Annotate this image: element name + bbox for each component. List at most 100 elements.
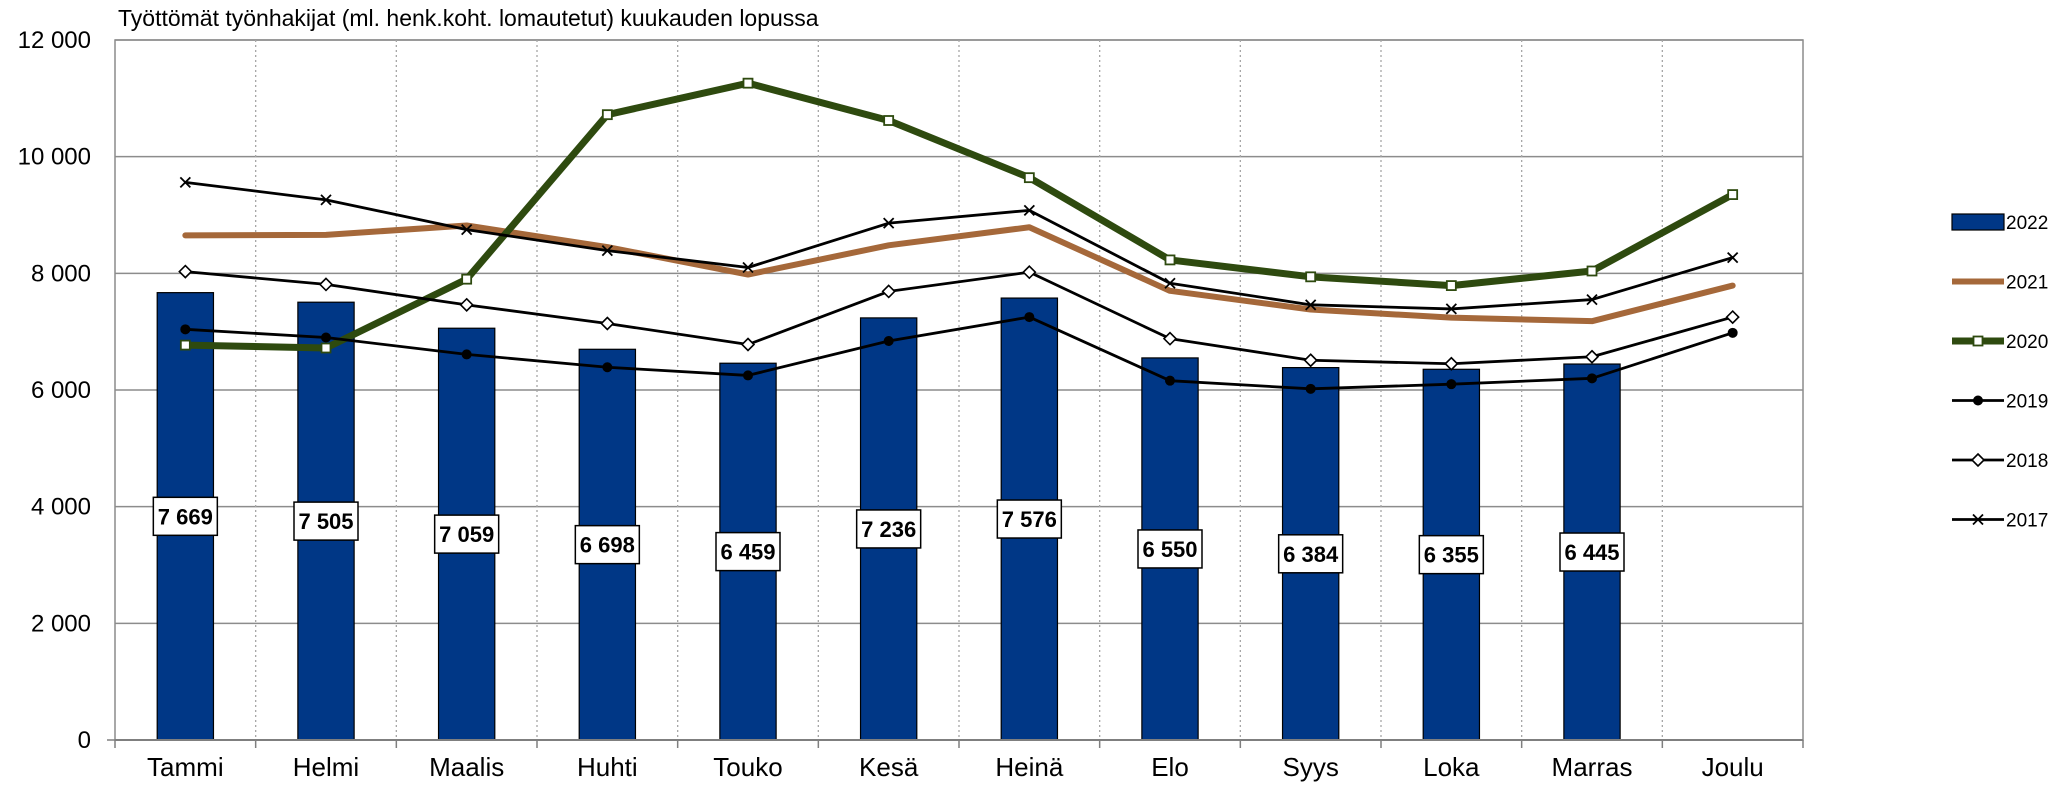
marker-2020 <box>1305 271 1317 283</box>
marker-2017 <box>1727 251 1739 264</box>
marker-2020 <box>742 77 754 89</box>
marker-2018 <box>1725 309 1740 325</box>
marker-2019 <box>1024 312 1035 323</box>
marker-2020 <box>883 115 895 126</box>
marker-2019 <box>1305 383 1316 394</box>
data-label-box <box>433 514 500 554</box>
y-tick-label: 8 000 <box>31 260 91 287</box>
marker-2017 <box>1164 277 1176 289</box>
x-tick-label: Loka <box>1423 752 1480 782</box>
marker-2017-stroke <box>461 223 473 236</box>
data-label: 7 505 <box>298 509 353 534</box>
marker-2019 <box>1165 375 1175 386</box>
legend-label: 2018 <box>2006 451 2048 472</box>
y-tick-label: 12 000 <box>18 27 91 54</box>
marker-2017-stroke <box>601 244 613 257</box>
data-label-box <box>1559 532 1625 572</box>
marker-2017 <box>179 176 191 188</box>
data-label: 6 384 <box>1283 542 1339 567</box>
x-tick-label: Huhti <box>577 752 638 782</box>
marker-2017-stroke <box>1586 293 1598 306</box>
marker-2019 <box>1727 327 1738 338</box>
legend-marker-2017 <box>1972 513 1984 526</box>
legend-label: 2021 <box>2006 273 2048 294</box>
marker-2020 <box>601 109 613 121</box>
marker-2017-stroke <box>883 217 895 229</box>
marker-2018 <box>1303 353 1318 368</box>
marker-2017 <box>742 261 754 274</box>
data-label: 7 059 <box>439 522 494 547</box>
data-label-box <box>574 524 641 565</box>
legend-label: 2019 <box>2006 392 2048 413</box>
marker-2018 <box>178 264 193 279</box>
marker-2020 <box>1586 265 1598 277</box>
marker-2019 <box>1446 379 1457 390</box>
legend-label: 2017 <box>2006 511 2048 532</box>
line-2017 <box>183 180 1735 311</box>
data-label-box <box>1277 534 1344 574</box>
marker-2017 <box>1586 293 1598 306</box>
data-label: 7 576 <box>1002 507 1057 532</box>
marker-2020 <box>179 339 191 351</box>
x-tick-label: Touko <box>713 752 782 782</box>
legend: 2022 2021 2020 2019 2018 2017 <box>1951 213 2048 532</box>
marker-2020 <box>1164 254 1176 266</box>
marker-2019 <box>321 332 331 343</box>
marker-2018 <box>318 277 334 292</box>
line-2018 <box>183 270 1735 366</box>
legend-marker-2020 <box>1972 335 1984 347</box>
marker-2017-stroke <box>1305 299 1317 311</box>
legend-marker-2019 <box>1973 395 1983 406</box>
line-2020 <box>181 79 1737 352</box>
y-tick-label: 0 <box>78 727 91 754</box>
line-2021 <box>182 222 1736 325</box>
marker-2019 <box>1587 373 1597 384</box>
marker-2018 <box>1444 356 1459 371</box>
marker-2017-stroke <box>320 194 332 206</box>
x-tick-label: Marras <box>1552 752 1633 782</box>
marker-2017 <box>1023 204 1035 216</box>
marker-2018 <box>1162 331 1178 346</box>
x-tick-label: Syys <box>1282 752 1338 782</box>
data-labels: 7 669 7 505 7 059 6 698 6 459 7 236 7 576 6 550… <box>152 496 1625 575</box>
marker-2017 <box>601 244 613 257</box>
gridlines <box>114 39 1804 741</box>
marker-2018 <box>600 316 615 331</box>
x-tick-label: Helmi <box>293 752 359 782</box>
marker-2020 <box>1023 172 1035 184</box>
axes: 0 2 000 4 000 6 000 8 000 10 000 12 000 Tammi He… <box>18 27 1804 782</box>
marker-2019 <box>743 370 753 381</box>
chart-title: Työttömät työnhakijat (ml. henk.koht. lo… <box>118 5 819 31</box>
legend-marker-2018 <box>1970 452 1986 468</box>
y-tick-label: 6 000 <box>31 377 91 404</box>
x-tick-label: Maalis <box>429 752 504 782</box>
data-label-box <box>1137 529 1203 569</box>
data-label: 6 698 <box>580 533 635 558</box>
data-label-box <box>996 499 1063 539</box>
marker-2017-stroke <box>1023 204 1035 216</box>
marker-2019 <box>461 349 472 360</box>
marker-2017-stroke <box>1164 277 1176 289</box>
marker-2020 <box>461 273 473 285</box>
marker-2020 <box>1445 280 1457 291</box>
data-label: 6 355 <box>1424 543 1479 568</box>
marker-2020 <box>320 342 332 354</box>
marker-2018 <box>1584 349 1600 364</box>
legend-label: 2020 <box>2006 332 2048 353</box>
markers <box>178 77 1740 394</box>
data-label: 6 445 <box>1564 540 1619 565</box>
x-tick-label: Joulu <box>1702 752 1764 782</box>
data-label-box <box>152 496 219 537</box>
x-tick-label: Heinä <box>995 752 1063 782</box>
data-label-box <box>1418 534 1485 575</box>
y-tick-label: 10 000 <box>18 144 91 171</box>
marker-2017 <box>883 217 895 229</box>
marker-2017-stroke <box>1445 303 1457 315</box>
data-label: 7 236 <box>861 517 916 542</box>
marker-2018 <box>740 337 756 352</box>
y-tick-label: 4 000 <box>31 494 91 521</box>
legend-label: 2022 <box>2006 213 2048 234</box>
marker-2017 <box>1305 299 1317 311</box>
data-label: 6 550 <box>1142 537 1197 562</box>
